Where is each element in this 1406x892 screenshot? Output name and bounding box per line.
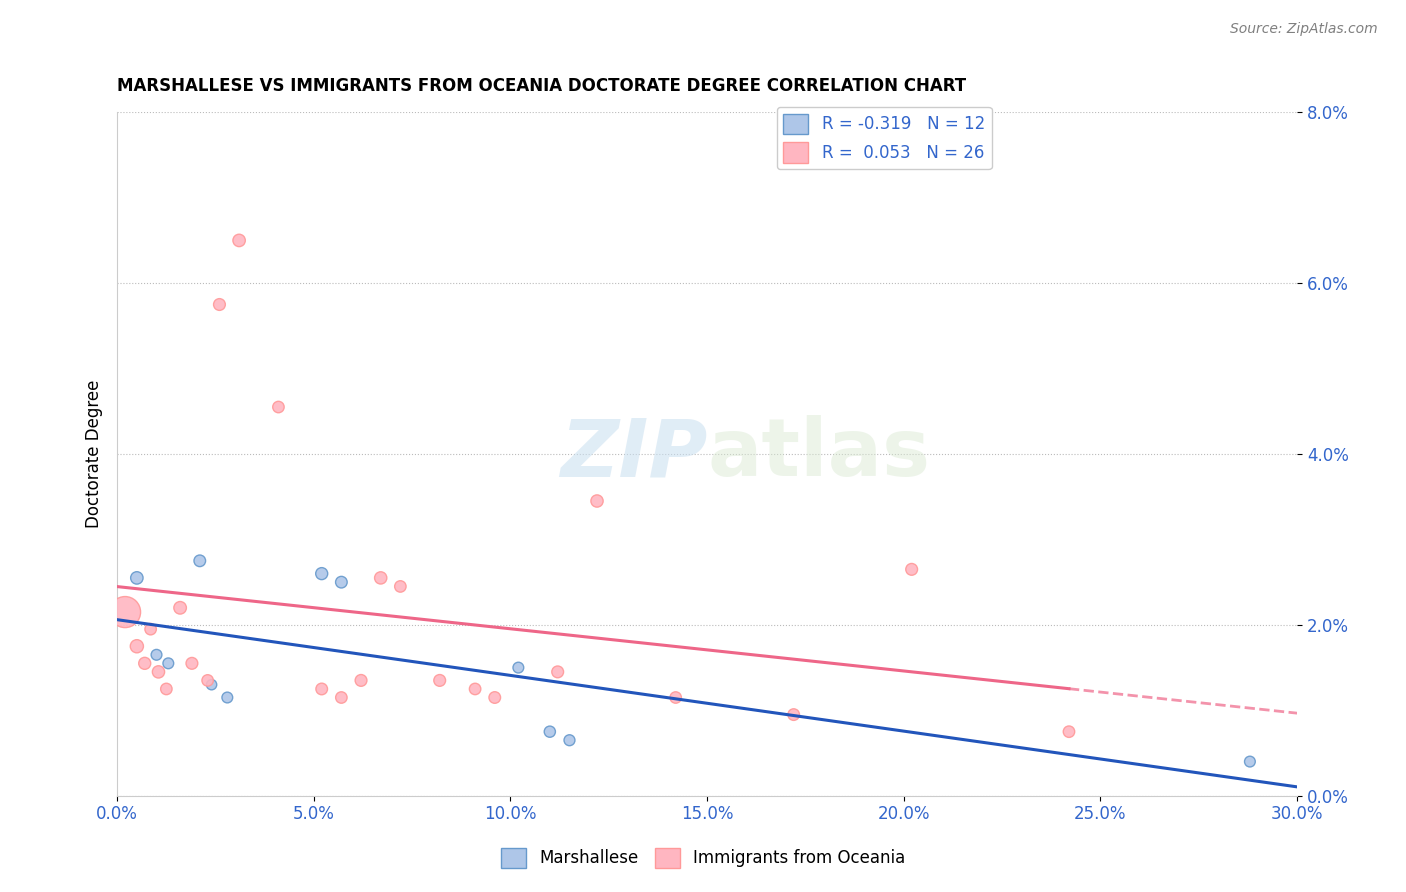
Point — [350, 673, 373, 688]
Point — [157, 657, 180, 671]
Point — [1057, 724, 1080, 739]
Point — [125, 571, 148, 585]
Point — [200, 678, 222, 692]
Legend: R = -0.319   N = 12, R =  0.053   N = 26: R = -0.319 N = 12, R = 0.053 N = 26 — [776, 107, 991, 169]
Point — [586, 494, 609, 508]
Point — [370, 571, 392, 585]
Point — [508, 660, 530, 674]
Point — [125, 639, 148, 653]
Point — [484, 690, 506, 705]
Point — [558, 733, 581, 747]
Point — [114, 605, 136, 619]
Point — [330, 575, 353, 590]
Point — [208, 297, 231, 311]
Point — [267, 400, 290, 414]
Point — [139, 622, 162, 636]
Point — [538, 724, 561, 739]
Point — [311, 681, 333, 696]
Y-axis label: Doctorate Degree: Doctorate Degree — [86, 380, 103, 528]
Point — [311, 566, 333, 581]
Point — [155, 681, 177, 696]
Point — [900, 562, 922, 576]
Point — [782, 707, 804, 722]
Point — [217, 690, 239, 705]
Text: atlas: atlas — [707, 415, 931, 493]
Point — [188, 554, 211, 568]
Text: ZIP: ZIP — [560, 415, 707, 493]
Point — [547, 665, 569, 679]
Point — [389, 579, 412, 593]
Point — [148, 665, 170, 679]
Text: MARSHALLESE VS IMMIGRANTS FROM OCEANIA DOCTORATE DEGREE CORRELATION CHART: MARSHALLESE VS IMMIGRANTS FROM OCEANIA D… — [117, 78, 966, 95]
Point — [197, 673, 219, 688]
Point — [429, 673, 451, 688]
Point — [665, 690, 688, 705]
Point — [330, 690, 353, 705]
Point — [464, 681, 486, 696]
Legend: Marshallese, Immigrants from Oceania: Marshallese, Immigrants from Oceania — [494, 841, 912, 875]
Text: Source: ZipAtlas.com: Source: ZipAtlas.com — [1230, 22, 1378, 37]
Point — [1239, 755, 1261, 769]
Point — [169, 600, 191, 615]
Point — [145, 648, 167, 662]
Point — [134, 657, 156, 671]
Point — [228, 234, 250, 248]
Point — [180, 657, 202, 671]
